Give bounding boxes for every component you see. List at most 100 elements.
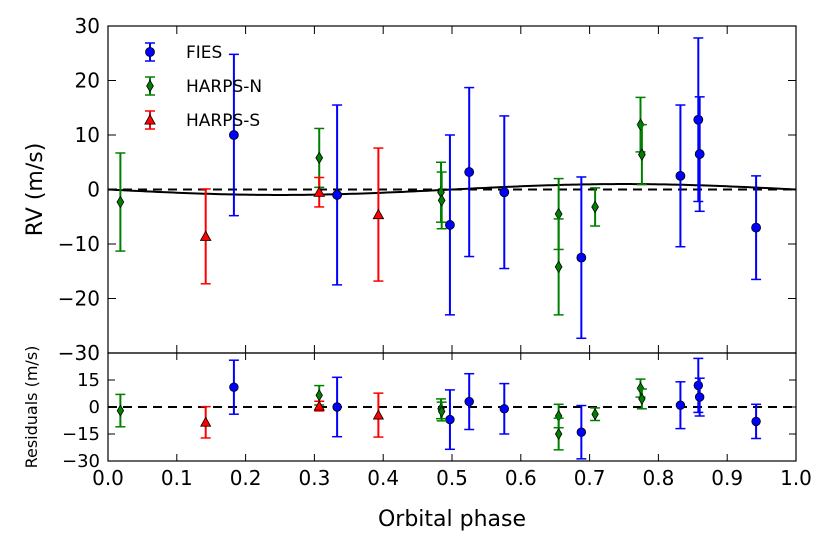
rv-panel: 30 20 10 0 −10 −20 −30 RV (m/s) — [23, 14, 797, 365]
residual-harps-n-marker — [554, 427, 563, 441]
rv-harps-s-point — [313, 176, 326, 208]
rv-fies-point — [499, 115, 510, 270]
rv-fies-point — [694, 96, 705, 213]
rv-ytick-label: 30 — [75, 14, 100, 38]
rv-ytick-label: −10 — [58, 232, 100, 256]
legend-marker — [146, 79, 154, 93]
legend-marker — [145, 47, 155, 57]
rv-harps-s-point — [372, 147, 385, 282]
rv-harps-n-marker — [116, 195, 125, 209]
residual-fies-point — [464, 372, 475, 431]
rv-harps-n-point — [436, 171, 447, 230]
residuals-ytick-label: −30 — [62, 451, 100, 472]
rv-harps-n-marker — [554, 260, 563, 274]
rv-fies-marker — [464, 167, 475, 177]
residual-harps-n-point — [590, 407, 601, 422]
rv-fies-marker — [332, 190, 343, 200]
rv-fies-point — [464, 86, 475, 258]
rv-harps-n-point — [636, 123, 647, 186]
rv-harps-s-marker — [313, 186, 326, 197]
residual-harps-n-marker — [638, 392, 646, 406]
xtick-label: 0.8 — [642, 466, 674, 490]
residual-fies-marker — [751, 416, 761, 427]
rv-fies-marker — [576, 252, 587, 263]
rv-fies-point — [675, 104, 686, 248]
rv-fies-marker — [445, 220, 455, 230]
residual-fies-point — [499, 382, 510, 435]
residuals-ylabel: Residuals (m/s) — [22, 346, 41, 469]
xtick-label: 0.6 — [505, 466, 537, 490]
rv-fies-marker — [751, 222, 761, 233]
residual-harps-n-point — [636, 388, 647, 410]
rv-fies-point — [576, 176, 587, 340]
residuals-ytick-label: 15 — [77, 370, 100, 391]
rv-harps-n-marker — [437, 193, 446, 207]
residual-fies-marker — [464, 396, 474, 407]
residual-fies-point — [228, 359, 239, 415]
residuals-ytick-label: −15 — [62, 424, 100, 445]
residuals-ytick-label: 0 — [89, 397, 100, 418]
rv-series-harps-n — [115, 96, 647, 316]
rv-ytick-label: −30 — [58, 341, 100, 365]
rv-series-harps-s — [199, 147, 385, 285]
rv-ytick-label: 0 — [87, 178, 100, 202]
rv-harps-s-marker — [372, 208, 385, 220]
rv-fies-marker — [693, 114, 704, 125]
residual-fies-marker — [332, 402, 342, 412]
rv-ytick-label: 20 — [75, 69, 100, 93]
residual-fies-marker — [576, 427, 587, 437]
rv-harps-n-marker — [591, 200, 599, 214]
legend-label: HARPS-N — [186, 77, 262, 97]
residual-fies-marker — [694, 392, 705, 402]
xtick-label: 0.5 — [436, 466, 468, 490]
xtick-label: 0.2 — [230, 466, 262, 490]
rv-harps-n-point — [590, 187, 601, 227]
residual-fies-marker — [445, 414, 455, 425]
residual-harps-s-marker — [200, 416, 212, 427]
xtick-label: 0.9 — [711, 466, 743, 490]
rv-fies-marker — [499, 187, 510, 198]
xtick-label: 0.4 — [367, 466, 399, 490]
rv-fies-point — [228, 53, 239, 217]
rv-harps-n-marker — [638, 148, 646, 162]
residual-fies-marker — [693, 380, 704, 391]
residual-harps-n-point — [436, 401, 447, 422]
residual-harps-s-point — [200, 405, 212, 439]
rv-series-fies — [228, 37, 762, 340]
residual-fies-point — [332, 376, 343, 438]
rv-fies-marker — [694, 149, 705, 159]
legend-entry-fies: FIES — [145, 42, 222, 63]
residuals-series-harps-s — [200, 392, 385, 439]
xtick-label: 0.3 — [298, 466, 330, 490]
residual-harps-n-point — [115, 393, 126, 428]
rv-ytick-label: −20 — [58, 287, 100, 311]
legend-entry-harps-n: HARPS-N — [145, 76, 262, 97]
residual-harps-s-point — [313, 400, 325, 412]
rv-harps-n-point — [115, 152, 126, 252]
residual-fies-point — [675, 381, 686, 430]
residual-harps-s-marker — [372, 409, 385, 420]
rv-harps-n-marker — [554, 207, 563, 221]
rv-harps-n-point — [553, 218, 564, 316]
xtick-label: 0.0 — [92, 466, 124, 490]
residuals-series-harps-n — [115, 378, 647, 451]
rv-fies-point — [332, 104, 343, 286]
rv-fies-point — [444, 134, 455, 316]
residuals-panel: 15 0 −15 −30 Residuals (m/s) — [22, 346, 797, 472]
rv-fies-point — [751, 175, 762, 281]
residual-fies-point — [693, 357, 704, 414]
legend-marker — [144, 114, 156, 125]
residual-harps-n-marker — [591, 408, 599, 421]
residual-harps-n-point — [635, 378, 646, 398]
residuals-panel-frame — [107, 352, 797, 462]
rv-harps-s-marker — [199, 230, 212, 241]
residual-fies-marker — [499, 404, 509, 414]
rv-harps-n-marker — [315, 151, 324, 165]
residual-harps-s-marker — [313, 400, 325, 411]
legend-entry-harps-s: HARPS-S — [144, 110, 260, 131]
xtick-label: 0.7 — [574, 466, 606, 490]
residual-fies-point — [694, 377, 705, 417]
rv-ytick-label: 10 — [75, 123, 100, 147]
residual-harps-s-point — [372, 392, 385, 438]
